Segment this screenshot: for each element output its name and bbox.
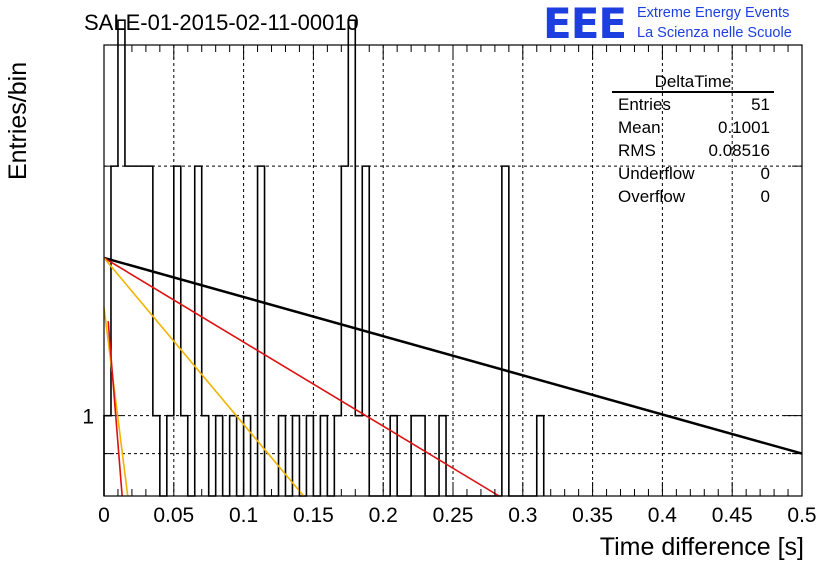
y-axis-label: Entries/bin bbox=[4, 61, 32, 180]
stats-label: Entries bbox=[618, 95, 671, 114]
logo-text-line1: Extreme Energy Events bbox=[637, 5, 790, 21]
fit-line bbox=[103, 256, 803, 455]
stats-row-overflow: Overflow 0 bbox=[612, 185, 774, 208]
x-tick-label: 0.2 bbox=[369, 504, 398, 527]
stats-value: 0 bbox=[760, 164, 770, 183]
stats-label: Underflow bbox=[618, 164, 695, 183]
x-tick-label: 0.45 bbox=[712, 504, 753, 527]
stats-title: DeltaTime bbox=[612, 72, 774, 93]
fit-line bbox=[103, 307, 129, 497]
x-tick-label: 0.5 bbox=[787, 504, 816, 527]
x-tick-label: 0.3 bbox=[508, 504, 537, 527]
x-tick-label: 0.1 bbox=[229, 504, 258, 527]
stats-row-rms: RMS 0.08516 bbox=[612, 139, 774, 162]
x-axis-label: Time difference [s] bbox=[599, 533, 804, 561]
stats-value: 0 bbox=[760, 187, 770, 206]
eee-logo: EEE bbox=[543, 0, 627, 48]
stats-value: 0.08516 bbox=[708, 141, 770, 160]
histogram-outline bbox=[103, 19, 545, 497]
x-tick-label: 0.4 bbox=[648, 504, 678, 527]
logo-text-line2: La Scienza nelle Scuole bbox=[637, 25, 792, 41]
run-title: SALE-01-2015-02-11-00010 bbox=[84, 10, 359, 35]
x-tick-label: 0 bbox=[98, 504, 110, 527]
y-tick-label: 1 bbox=[82, 406, 94, 429]
stats-row-mean: Mean 0.1001 bbox=[612, 116, 774, 139]
stats-label: RMS bbox=[618, 141, 656, 160]
fit-line bbox=[103, 257, 500, 497]
fit-line bbox=[107, 321, 123, 497]
stats-box: DeltaTime Entries 51 Mean 0.1001 RMS 0.0… bbox=[612, 72, 774, 208]
stats-value: 0.1001 bbox=[718, 118, 770, 137]
stats-row-entries: Entries 51 bbox=[612, 93, 774, 116]
x-tick-label: 0.25 bbox=[433, 504, 474, 527]
stats-label: Mean bbox=[618, 118, 661, 137]
stats-value: 51 bbox=[751, 95, 770, 114]
x-tick-label: 0.35 bbox=[572, 504, 613, 527]
x-tick-label: 0.15 bbox=[293, 504, 334, 527]
stats-row-underflow: Underflow 0 bbox=[612, 162, 774, 185]
stats-label: Overflow bbox=[618, 187, 686, 206]
fit-line bbox=[103, 257, 305, 497]
x-tick-label: 0.05 bbox=[153, 504, 194, 527]
